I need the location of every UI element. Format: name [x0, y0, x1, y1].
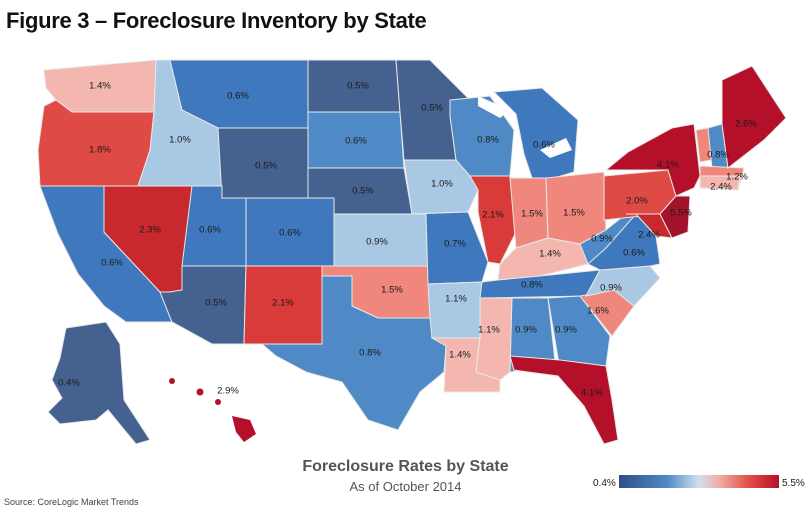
label-md: 2.4% [638, 230, 660, 241]
label-mn: 0.5% [421, 103, 443, 114]
state-fl[interactable] [509, 355, 619, 445]
label-sd: 0.6% [345, 136, 367, 147]
label-ks: 0.9% [366, 237, 388, 248]
legend-max-label: 5.5% [782, 478, 805, 489]
label-ms: 1.1% [478, 325, 500, 336]
label-al: 0.9% [515, 325, 537, 336]
state-ms[interactable] [475, 297, 513, 381]
label-ca: 0.6% [101, 258, 123, 269]
label-ia: 1.0% [431, 179, 453, 190]
label-wv: 0.9% [591, 234, 613, 245]
legend-color-scale [619, 475, 779, 488]
label-ak: 0.4% [58, 378, 80, 389]
label-ne: 0.5% [352, 186, 374, 197]
state-or[interactable] [37, 99, 155, 187]
label-me: 2.6% [735, 119, 757, 130]
label-fl: 4.1% [581, 388, 603, 399]
label-nm: 2.1% [272, 298, 294, 309]
label-il: 2.1% [482, 210, 504, 221]
label-wy: 0.5% [255, 161, 277, 172]
label-nj: 5.5% [670, 208, 692, 219]
label-wi: 0.8% [477, 135, 499, 146]
label-nc: 0.9% [600, 283, 622, 294]
label-oh: 1.5% [563, 208, 585, 219]
state-ar[interactable] [427, 281, 483, 339]
state-ak[interactable] [47, 321, 151, 445]
label-la: 1.4% [449, 350, 471, 361]
state-me[interactable] [721, 65, 787, 169]
source-note: Source: CoreLogic Market Trends [4, 497, 139, 507]
label-mi: 0.6% [533, 140, 555, 151]
label-nd: 0.5% [347, 81, 369, 92]
label-nh: 1.2% [726, 172, 748, 183]
label-ok: 1.5% [381, 285, 403, 296]
label-or: 1.8% [89, 145, 111, 156]
map-subtitle: As of October 2014 [349, 479, 462, 494]
label-pa: 2.0% [626, 196, 648, 207]
label-ky: 1.4% [539, 249, 561, 260]
label-tn: 0.8% [521, 280, 543, 291]
state-ct-ri [699, 175, 741, 191]
label-mo: 0.7% [444, 239, 466, 250]
label-vt: 0.8% [707, 150, 729, 161]
label-id: 1.0% [169, 135, 191, 146]
legend-min-label: 0.4% [593, 478, 616, 489]
state-ga[interactable] [547, 295, 611, 371]
label-hi: 2.9% [217, 386, 239, 397]
label-ny: 4.1% [657, 160, 679, 171]
label-co: 0.6% [279, 228, 301, 239]
state-hi[interactable] [169, 378, 256, 442]
label-az: 0.5% [205, 298, 227, 309]
state-md[interactable] [626, 213, 673, 239]
label-tx: 0.8% [359, 348, 381, 359]
label-sc: 1.6% [587, 306, 609, 317]
label-mt: 0.6% [227, 91, 249, 102]
label-ma: 2.4% [710, 182, 732, 193]
figure-title: Figure 3 – Foreclosure Inventory by Stat… [6, 8, 427, 33]
label-in: 1.5% [521, 209, 543, 220]
label-ut: 0.6% [199, 225, 221, 236]
label-va: 0.6% [623, 248, 645, 259]
state-nj[interactable] [659, 195, 691, 239]
map-title: Foreclosure Rates by State [302, 458, 509, 475]
label-wa: 1.4% [89, 81, 111, 92]
label-ar: 1.1% [445, 294, 467, 305]
label-ga: 0.9% [555, 325, 577, 336]
label-nv: 2.3% [139, 225, 161, 236]
